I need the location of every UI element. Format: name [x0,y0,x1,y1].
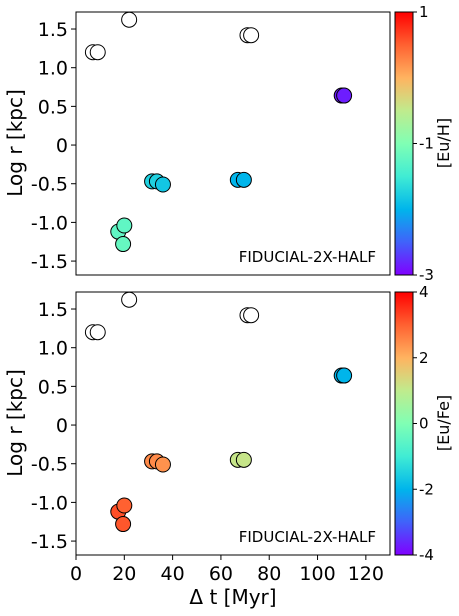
x-tick-label: 20 [112,563,136,585]
data-point [121,11,138,28]
top-panel: -1.5-1.0-0.500.51.01.5 FIDUCIAL-2X-HALF … [3,3,453,284]
top-colorbar [394,11,414,276]
data-point [115,516,132,533]
y-tick-label: -1.5 [31,531,68,553]
x-tick-label: 80 [257,563,281,585]
y-tick-label: 1.0 [38,58,68,80]
y-tick-label: 0 [56,415,68,437]
top-colorbar-ticks: 1 -1 -3 [413,3,434,284]
x-tick-label: 0 [70,563,82,585]
top-y-ticks: -1.5 -1.0 -0.5 0 0.5 1.0 1.5 [31,19,76,273]
data-point [235,451,252,468]
bottom-y-ticks: -1.5 -1.0 -0.5 0 0.5 1.0 1.5 [31,299,76,553]
colorbar-tick-label: 2 [419,349,429,367]
bottom-panel: -1.5-1.0-0.500.51.01.5 0 20 40 60 80 100 120 F… [3,283,453,609]
y-tick-label: 0.5 [38,376,68,398]
y-tick-label: 1.5 [38,19,68,41]
data-point [243,307,260,324]
y-tick-label: 1.5 [38,299,68,321]
bottom-scatter-points [84,291,353,533]
x-tick-label: 40 [161,563,185,585]
y-tick-label: 0 [56,135,68,157]
y-tick-label: -1.0 [31,212,68,234]
data-point [235,171,252,188]
data-point [154,176,171,193]
colorbar-tick-label: -3 [419,266,434,284]
colorbar-tick-label: 0 [419,415,429,433]
y-tick-label: -0.5 [31,174,68,196]
x-tick-label: 100 [299,563,335,585]
data-point [116,217,133,234]
top-colorbar-label: [Eu/H] [434,118,453,168]
top-y-axis-label: Log r [kpc] [3,89,27,197]
data-point [154,456,171,473]
x-tick-label: 60 [209,563,233,585]
colorbar-tick-label: 1 [419,3,429,21]
bottom-y-axis-label: Log r [kpc] [3,369,27,477]
bottom-x-axis-label: Δ t [Myr] [189,585,276,609]
y-tick-label: 1.0 [38,338,68,360]
y-tick-label: -1.5 [31,251,68,273]
top-annotation: FIDUCIAL-2X-HALF [239,248,376,266]
data-point [115,236,132,253]
bottom-annotation: FIDUCIAL-2X-HALF [239,528,376,546]
data-point [116,497,133,514]
x-tick-label: 120 [348,563,384,585]
top-scatter-points [84,11,353,253]
bottom-x-ticks: 0 20 40 60 80 100 120 [70,555,384,585]
y-tick-label: 0.5 [38,96,68,118]
data-point [336,87,353,104]
colorbar-tick-label: -1 [419,135,434,153]
colorbar-tick-label: 4 [419,283,429,301]
data-point [121,291,138,308]
data-point [243,27,260,44]
colorbar-tick-label: -4 [419,546,434,564]
top-plot-frame [75,11,391,276]
data-point [89,44,106,61]
data-point [336,367,353,384]
bottom-colorbar-ticks: 4 2 0 -2 -4 [413,283,434,564]
bottom-plot-frame [75,291,391,556]
bottom-colorbar-label: [Eu/Fe] [434,395,453,451]
y-tick-label: -0.5 [31,454,68,476]
y-tick-label: -1.0 [31,492,68,514]
bottom-colorbar [394,291,414,556]
colorbar-tick-label: -2 [419,480,434,498]
data-point [89,324,106,341]
